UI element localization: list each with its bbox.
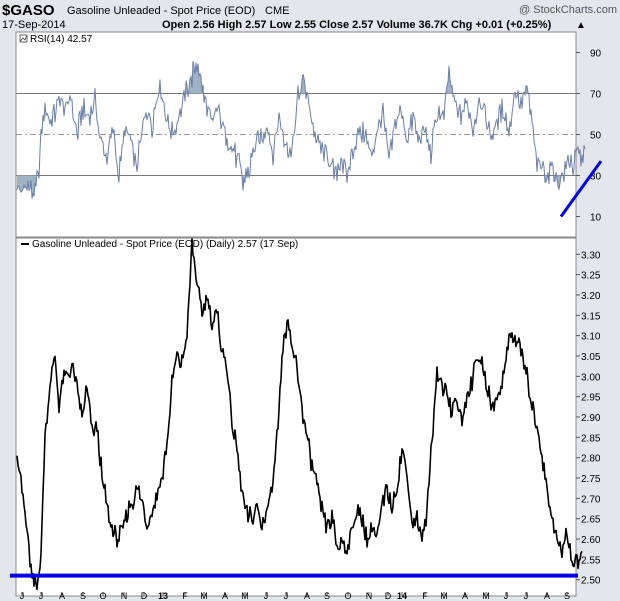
month-label: A	[304, 591, 310, 601]
rsi-tick-label: 70	[590, 90, 602, 101]
chart-date: 17-Sep-2014	[2, 19, 66, 31]
instrument-name: Gasoline Unleaded - Spot Price (EOD)	[67, 5, 255, 17]
price-tick-label: 2.80	[581, 454, 601, 465]
rsi-oversold-area	[545, 175, 547, 183]
month-label: J	[264, 591, 269, 601]
price-tick-label: 3.15	[581, 311, 601, 322]
rsi-line	[16, 61, 586, 199]
month-label: A	[462, 591, 468, 601]
month-label: D	[141, 591, 148, 601]
rsi-overbought-area	[446, 65, 452, 94]
month-label: F	[182, 591, 188, 601]
month-label: A	[59, 591, 65, 601]
month-label: 13	[158, 591, 168, 601]
price-tick-label: 3.05	[581, 352, 601, 363]
month-label: S	[564, 591, 570, 601]
exchange: CME	[265, 5, 289, 17]
price-tick-label: 2.55	[581, 555, 601, 566]
quote-line: Open 2.56 High 2.57 Low 2.55 Close 2.57 …	[162, 19, 552, 31]
x-axis-months: J J A S O N D 13 F M A M J J A S O N D 14 F M A M J J A S	[20, 591, 570, 601]
rsi-tick-label: 10	[590, 213, 602, 224]
month-label: N	[121, 591, 128, 601]
month-label: N	[366, 591, 373, 601]
month-label: J	[504, 591, 509, 601]
rsi-trendline	[559, 160, 603, 218]
price-tick-label: 2.90	[581, 413, 601, 424]
price-tick-label: 2.60	[581, 535, 601, 546]
rsi-y-axis: 10 30 50 70 90	[576, 49, 602, 224]
month-label: O	[344, 591, 351, 601]
price-line	[16, 238, 583, 591]
symbol: $GASO	[2, 2, 55, 19]
price-tick-label: 3.30	[581, 250, 601, 261]
price-tick-label: 2.70	[581, 494, 601, 505]
price-tick-label: 3.25	[581, 271, 601, 282]
price-tick-label: 3.20	[581, 291, 601, 302]
month-label: M	[482, 591, 490, 601]
up-arrow-icon: ▲	[576, 20, 586, 31]
month-label: M	[200, 591, 208, 601]
rsi-tick-label: 50	[590, 131, 602, 142]
month-label: J	[284, 591, 289, 601]
month-label: M	[440, 591, 448, 601]
month-label: J	[20, 591, 25, 601]
price-y-axis: 2.50 2.55 2.60 2.65 2.70 2.75 2.80 2.85 2.90 2.95…	[576, 250, 601, 587]
price-panel	[15, 237, 577, 597]
price-title: Gasoline Unleaded - Spot Price (EOD) (Da…	[32, 239, 298, 250]
month-label: 14	[397, 591, 407, 601]
month-label: S	[80, 591, 86, 601]
rsi-tick-label: 90	[590, 49, 602, 60]
price-tick-label: 2.75	[581, 474, 601, 485]
rsi-grid	[16, 93, 576, 176]
month-label: O	[99, 591, 106, 601]
month-label: J	[39, 591, 44, 601]
month-label: F	[422, 591, 428, 601]
price-tick-label: 3.00	[581, 372, 601, 383]
month-label: M	[241, 591, 249, 601]
watermark: @ StockCharts.com	[519, 4, 617, 16]
price-tick-label: 2.50	[581, 576, 601, 587]
price-tick-label: 3.10	[581, 332, 601, 343]
rsi-title: RSI(14) 42.57	[30, 34, 93, 45]
month-label: S	[324, 591, 330, 601]
rsi-tick-label: 30	[590, 172, 602, 183]
rsi-legend: RSI(14) 42.57	[19, 34, 93, 45]
price-legend: Gasoline Unleaded - Spot Price (EOD) (Da…	[21, 239, 298, 250]
price-tick-label: 2.95	[581, 393, 601, 404]
month-label: A	[544, 591, 550, 601]
price-tick-label: 2.85	[581, 433, 601, 444]
month-label: A	[222, 591, 228, 601]
month-label: J	[524, 591, 529, 601]
price-tick-label: 2.65	[581, 515, 601, 526]
month-label: D	[385, 591, 392, 601]
